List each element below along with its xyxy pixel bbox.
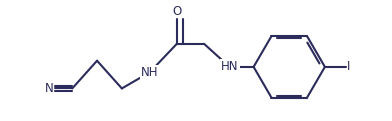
- Text: HN: HN: [221, 60, 238, 73]
- Text: I: I: [347, 60, 351, 73]
- Text: NH: NH: [141, 66, 158, 79]
- Text: N: N: [45, 82, 54, 95]
- Text: O: O: [172, 5, 181, 18]
